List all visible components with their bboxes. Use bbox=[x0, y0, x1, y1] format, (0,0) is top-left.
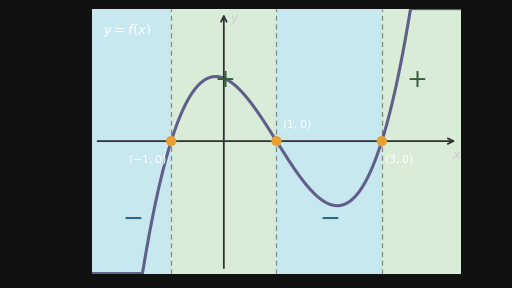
Text: $-$: $-$ bbox=[319, 206, 339, 230]
Text: $y = f(x)$: $y = f(x)$ bbox=[103, 22, 151, 39]
Text: $-$: $-$ bbox=[121, 206, 142, 230]
Point bbox=[167, 139, 175, 143]
Bar bbox=[276, 9, 382, 274]
Text: $+$: $+$ bbox=[214, 68, 234, 92]
Text: $(1, 0)$: $(1, 0)$ bbox=[282, 118, 311, 131]
Text: $(-1, 0)$: $(-1, 0)$ bbox=[128, 153, 167, 166]
Text: $(3, 0)$: $(3, 0)$ bbox=[385, 153, 414, 166]
Point bbox=[378, 139, 386, 143]
Bar bbox=[171, 9, 276, 274]
Text: $y$: $y$ bbox=[230, 13, 240, 27]
Bar bbox=[92, 9, 171, 274]
Point bbox=[272, 139, 281, 143]
Text: $+$: $+$ bbox=[406, 68, 426, 92]
Bar bbox=[382, 9, 461, 274]
Text: $x$: $x$ bbox=[452, 149, 461, 162]
